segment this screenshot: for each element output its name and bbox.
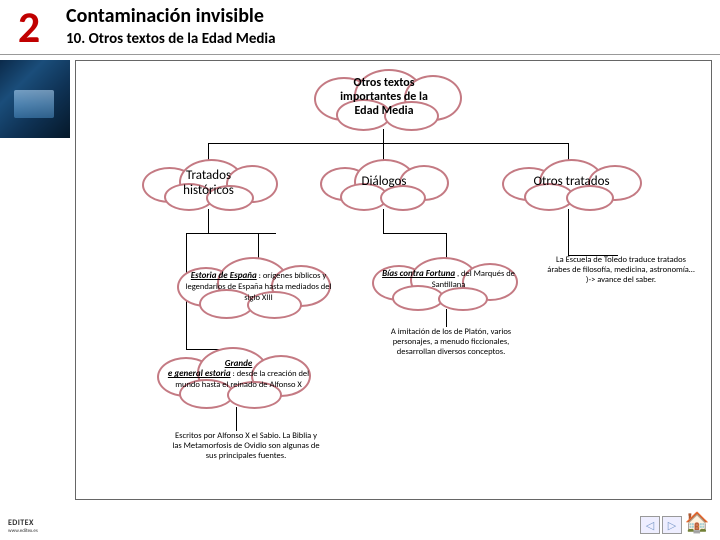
note-platon: A imitación de los de Platón, varios per…	[376, 327, 526, 358]
node-bias-title: Bías contra Fortuna	[382, 268, 455, 279]
chapter-number: 2	[0, 0, 58, 54]
home-button[interactable]: 🏠	[684, 510, 710, 534]
line	[446, 309, 447, 327]
node-grande: Grandee general estoria : desde la creac…	[161, 359, 316, 391]
node-dialogos: Diálogos	[334, 175, 434, 190]
prev-button[interactable]: ◁	[640, 516, 660, 534]
node-root: Otros textosimportantes de laEdad Media	[324, 77, 444, 118]
line	[383, 209, 384, 233]
node-dialogos-text: Diálogos	[361, 174, 406, 189]
node-estoria-title: Estoria de España	[191, 270, 257, 281]
line	[446, 233, 447, 259]
node-root-text: Otros textosimportantes de laEdad Media	[340, 76, 428, 118]
sidebar-thumbnail	[0, 60, 70, 138]
line	[383, 233, 447, 234]
line	[236, 407, 237, 431]
logo-url: www.editex.es	[8, 528, 38, 534]
node-estoria: Estoria de España : orígenes bíblicos y …	[181, 271, 336, 303]
concept-diagram: Otros textosimportantes de laEdad Media …	[75, 60, 712, 500]
publisher-logo: EDITEX www.editex.es	[8, 518, 38, 534]
node-tratados-text: Tratadoshistóricos	[183, 168, 234, 198]
nav-buttons: ◁ ▷ 🏠	[640, 510, 710, 534]
note-alfonso: Escritos por Alfonso X el Sabio. La Bibl…	[171, 431, 321, 462]
logo-text: EDITEX	[8, 518, 38, 528]
next-button[interactable]: ▷	[662, 516, 682, 534]
node-bias: Bías contra Fortuna , del Marqués de San…	[376, 269, 521, 291]
line	[258, 233, 259, 259]
line	[568, 209, 569, 255]
note-toledo: La Escuela de Toledo traduce tratados ár…	[546, 255, 696, 286]
page-subtitle: 10. Otros textos de la Edad Media	[66, 30, 720, 48]
line	[208, 143, 568, 144]
node-otros: Otros tratados	[514, 175, 629, 190]
header-text: Contaminación invisible 10. Otros textos…	[58, 0, 720, 54]
line	[208, 209, 209, 233]
line	[186, 233, 276, 234]
line	[383, 129, 384, 143]
node-otros-text: Otros tratados	[533, 174, 609, 189]
header: 2 Contaminación invisible 10. Otros text…	[0, 0, 720, 55]
node-tratados: Tratadoshistóricos	[156, 169, 261, 199]
page-title: Contaminación invisible	[66, 4, 720, 28]
